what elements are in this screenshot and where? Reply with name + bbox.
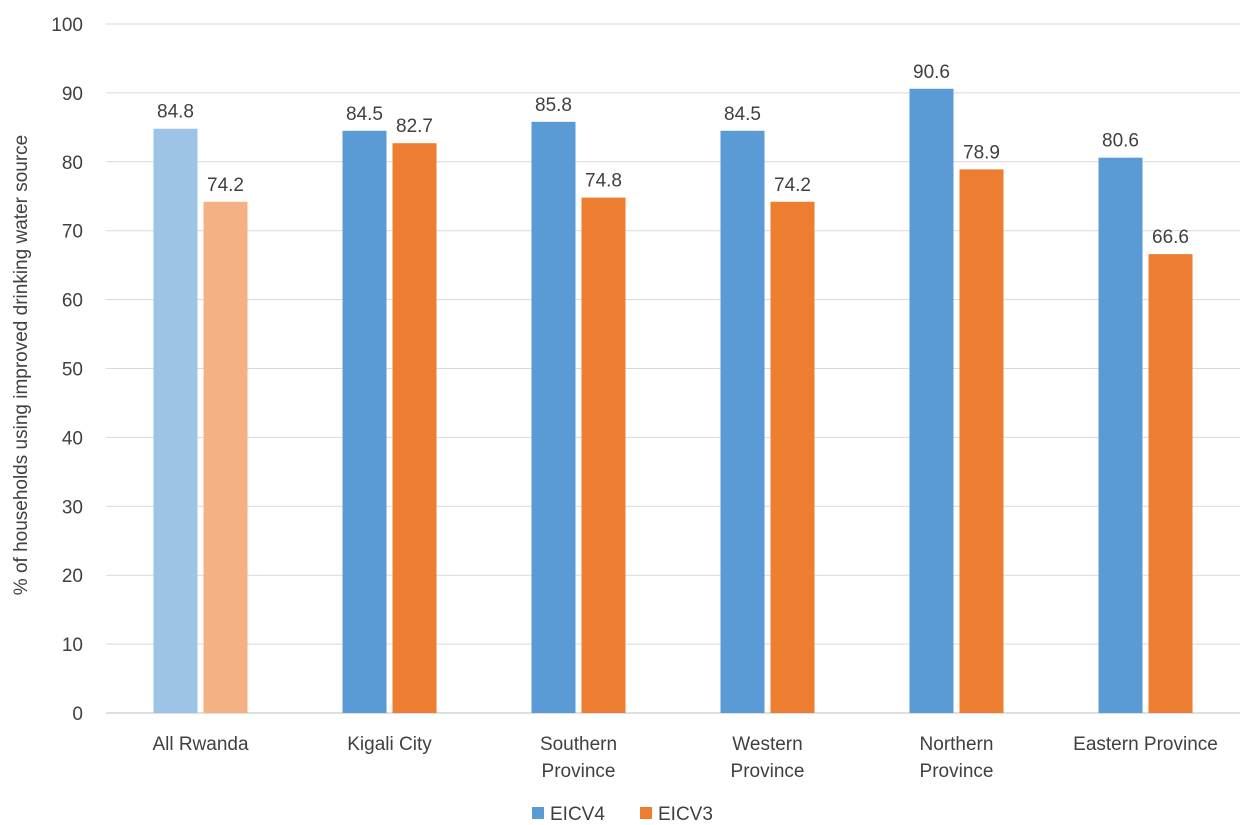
data-label: 74.2 <box>774 175 811 196</box>
data-label: 84.5 <box>724 104 761 125</box>
x-category-label: Kigali City <box>347 734 432 755</box>
y-tick-label: 40 <box>62 428 83 449</box>
data-label: 90.6 <box>913 62 950 83</box>
bar-eicv3 <box>392 143 437 713</box>
data-label: 82.7 <box>396 116 433 137</box>
y-tick-label: 100 <box>51 15 83 36</box>
legend-swatch-eicv3 <box>640 807 652 819</box>
x-category-label: Province <box>731 761 805 782</box>
data-label: 84.5 <box>346 104 383 125</box>
y-tick-label: 20 <box>62 566 83 587</box>
y-tick-label: 0 <box>72 704 83 725</box>
x-category-label: Northern <box>920 734 994 755</box>
bar-eicv4 <box>342 130 387 714</box>
data-label: 78.9 <box>963 142 1000 163</box>
bar-eicv3 <box>959 169 1004 713</box>
y-tick-label: 10 <box>62 635 83 656</box>
bar-eicv4 <box>531 121 576 713</box>
data-labels: 84.8 74.2 84.5 82.7 85.8 74.8 84.5 74.2 90.6 78.9… <box>157 62 1189 248</box>
data-label: 85.8 <box>535 95 572 116</box>
y-axis-ticks: 0 10 20 30 40 50 60 70 80 90 100 <box>51 15 83 725</box>
x-category-label: Province <box>920 761 994 782</box>
x-category-label: All Rwanda <box>152 734 249 755</box>
data-label: 84.8 <box>157 102 194 123</box>
x-axis-categories: All Rwanda Kigali City Southern Province Wes… <box>152 734 1217 782</box>
data-label: 66.6 <box>1152 227 1189 248</box>
bars <box>153 88 1193 714</box>
data-label: 74.2 <box>207 175 244 196</box>
y-tick-label: 90 <box>62 84 83 105</box>
bar-eicv4 <box>153 128 198 713</box>
y-tick-label: 50 <box>62 360 83 381</box>
y-tick-label: 60 <box>62 291 83 312</box>
gridlines <box>106 23 1240 714</box>
y-tick-label: 80 <box>62 153 83 174</box>
bar-eicv3 <box>1148 254 1193 713</box>
x-category-label: Province <box>542 761 616 782</box>
legend-label: EICV3 <box>658 804 713 825</box>
data-label: 80.6 <box>1102 131 1139 152</box>
bar-eicv3 <box>581 197 626 714</box>
y-tick-label: 70 <box>62 222 83 243</box>
x-category-label: Southern <box>540 734 617 755</box>
legend: EICV4 EICV3 <box>532 804 713 825</box>
data-label: 74.8 <box>585 171 622 192</box>
y-axis-label: % of households using improved drinking … <box>11 135 32 595</box>
bar-eicv4 <box>909 88 954 714</box>
legend-label: EICV4 <box>550 804 605 825</box>
legend-swatch-eicv4 <box>532 807 544 819</box>
bar-eicv4 <box>1098 157 1143 713</box>
bar-eicv4 <box>720 130 765 714</box>
bar-eicv3 <box>770 201 815 713</box>
x-category-label: Western <box>732 734 802 755</box>
x-category-label: Eastern Province <box>1073 734 1218 755</box>
y-tick-label: 30 <box>62 497 83 518</box>
bar-eicv3 <box>203 201 248 713</box>
